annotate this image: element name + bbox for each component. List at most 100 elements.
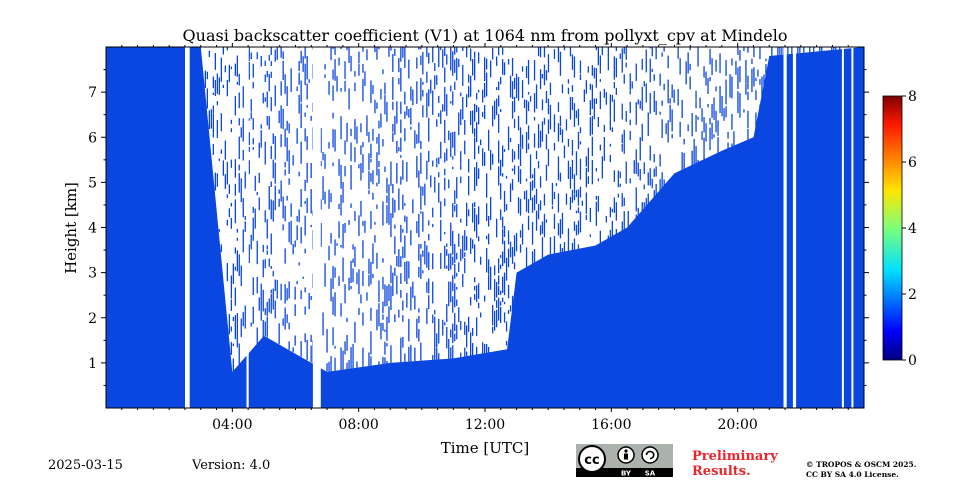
- speckle-segment: [480, 139, 482, 146]
- speckle-segment: [238, 92, 240, 109]
- speckle-segment: [502, 297, 504, 302]
- speckle-segment: [208, 50, 210, 57]
- colorbar-tick-label: 6: [908, 155, 917, 171]
- speckle-segment: [250, 52, 252, 60]
- speckle-segment: [713, 97, 715, 120]
- speckle-segment: [460, 151, 462, 164]
- speckle-segment: [615, 202, 617, 221]
- speckle-segment: [573, 221, 576, 231]
- speckle-segment: [370, 211, 372, 229]
- speckle-segment: [230, 203, 232, 207]
- speckle-segment: [354, 211, 356, 221]
- speckle-segment: [442, 49, 444, 68]
- speckle-segment: [414, 347, 416, 362]
- speckle-segment: [286, 288, 288, 301]
- speckle-segment: [549, 104, 552, 130]
- speckle-segment: [270, 289, 272, 294]
- speckle-segment: [502, 59, 504, 75]
- speckle-segment: [709, 127, 711, 151]
- speckle-segment: [346, 122, 348, 142]
- speckle-segment: [470, 237, 472, 254]
- speckle-segment: [344, 223, 346, 233]
- speckle-segment: [452, 345, 454, 359]
- speckle-segment: [296, 225, 298, 241]
- speckle-segment: [472, 239, 474, 249]
- speckle-segment: [523, 99, 526, 108]
- speckle-segment: [460, 109, 462, 126]
- speckle-segment: [224, 140, 226, 160]
- speckle-segment: [500, 109, 502, 113]
- speckle-segment: [288, 281, 290, 299]
- speckle-segment: [601, 47, 603, 56]
- speckle-segment: [567, 138, 570, 147]
- speckle-segment: [258, 297, 260, 311]
- speckle-segment: [502, 47, 504, 55]
- speckle-segment: [474, 51, 476, 59]
- speckle-segment: [230, 299, 232, 311]
- speckle-segment: [557, 123, 560, 142]
- speckle-segment: [270, 293, 272, 314]
- speckle-segment: [500, 77, 502, 85]
- speckle-segment: [645, 83, 647, 103]
- speckle-segment: [382, 258, 384, 263]
- speckle-data-layer: [204, 47, 841, 372]
- speckle-segment: [661, 100, 663, 106]
- speckle-segment: [537, 124, 540, 149]
- speckle-segment: [502, 229, 504, 238]
- speckle-segment: [679, 58, 681, 75]
- speckle-segment: [410, 286, 412, 311]
- speckle-segment: [440, 110, 442, 124]
- speckle-segment: [402, 246, 404, 259]
- speckle-segment: [450, 222, 452, 246]
- speckle-segment: [559, 244, 562, 253]
- speckle-segment: [332, 129, 334, 148]
- speckle-segment: [511, 295, 514, 311]
- speckle-segment: [234, 315, 236, 340]
- speckle-segment: [420, 78, 422, 101]
- speckle-segment: [236, 313, 238, 324]
- speckle-segment: [434, 338, 436, 360]
- speckle-segment: [615, 229, 617, 235]
- speckle-segment: [270, 145, 272, 159]
- speckle-segment: [498, 140, 500, 164]
- speckle-segment: [400, 101, 402, 115]
- speckle-segment: [747, 110, 749, 128]
- speckle-segment: [428, 117, 430, 142]
- speckle-segment: [286, 137, 288, 162]
- speckle-segment: [647, 193, 649, 205]
- speckle-segment: [466, 47, 468, 58]
- speckle-segment: [547, 54, 550, 73]
- speckle-segment: [643, 202, 645, 209]
- speckle-segment: [434, 316, 436, 339]
- speckle-segment: [629, 119, 631, 126]
- speckle-segment: [567, 228, 570, 251]
- speckle-segment: [579, 158, 582, 180]
- cc-by-sa-license-badge[interactable]: cc BY SA: [576, 444, 673, 477]
- speckle-segment: [454, 205, 456, 212]
- x-tick-label: 12:00: [465, 417, 505, 433]
- speckle-segment: [378, 280, 380, 303]
- speckle-segment: [755, 77, 757, 82]
- speckle-segment: [539, 225, 542, 236]
- speckle-segment: [693, 149, 695, 165]
- speckle-segment: [547, 98, 550, 115]
- speckle-segment: [420, 47, 422, 50]
- speckle-segment: [362, 240, 364, 259]
- speckle-segment: [334, 292, 336, 317]
- speckle-segment: [242, 198, 244, 218]
- speckle-segment: [703, 137, 705, 160]
- speckle-segment: [240, 127, 242, 138]
- speckle-segment: [400, 290, 402, 298]
- speckle-segment: [284, 128, 286, 147]
- speckle-segment: [705, 123, 707, 142]
- speckle-segment: [737, 67, 739, 90]
- speckle-segment: [224, 65, 226, 73]
- speckle-segment: [671, 134, 673, 139]
- speckle-segment: [264, 60, 266, 67]
- speckle-segment: [440, 253, 442, 269]
- speckle-segment: [428, 150, 430, 163]
- speckle-segment: [667, 79, 669, 104]
- speckle-segment: [208, 110, 210, 130]
- speckle-segment: [334, 239, 336, 256]
- speckle-segment: [651, 47, 653, 57]
